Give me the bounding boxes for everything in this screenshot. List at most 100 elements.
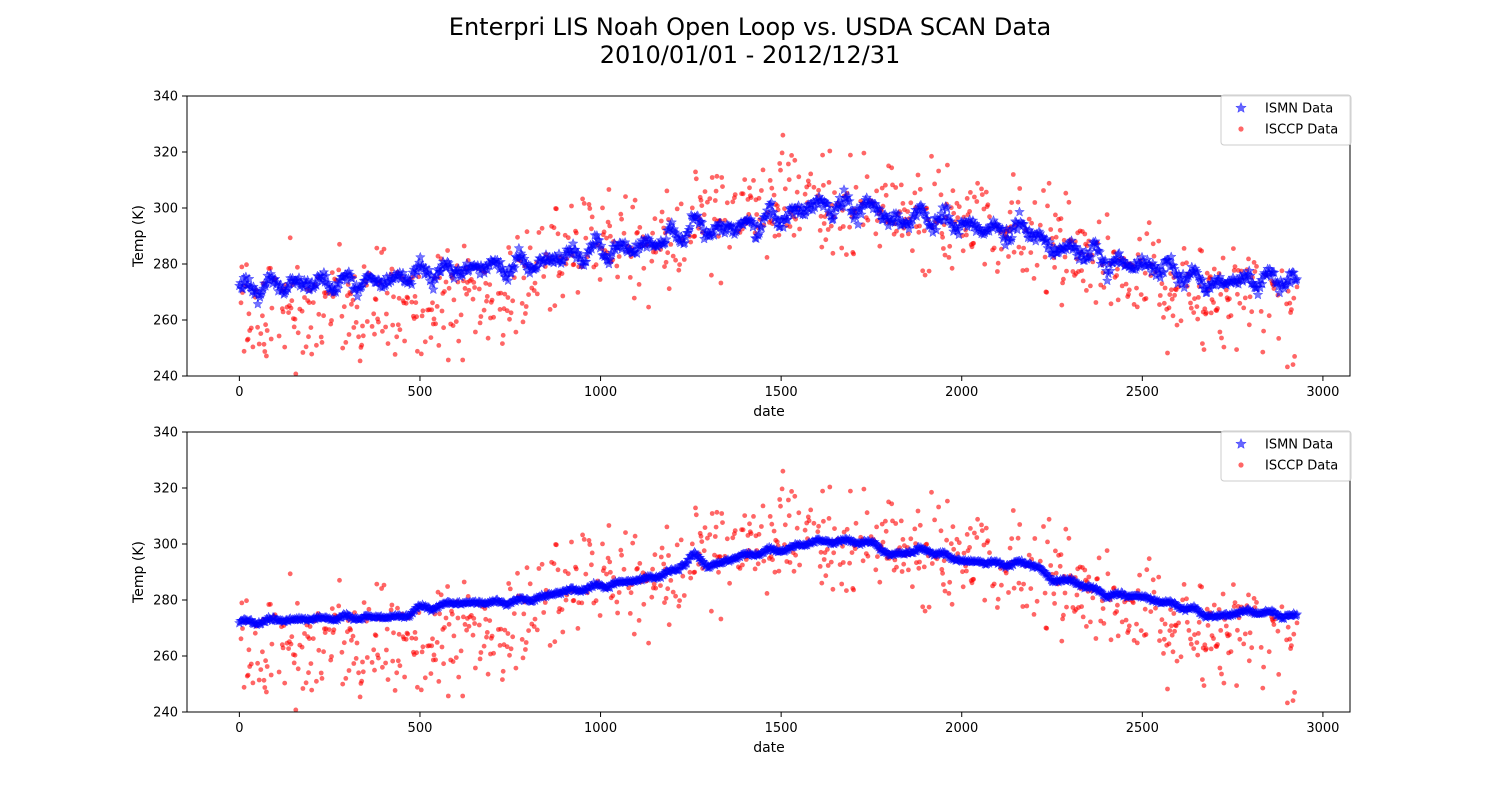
isccp-point	[873, 567, 879, 573]
isccp-point	[890, 182, 895, 188]
x-tick-label: 3000	[1306, 721, 1339, 736]
isccp-point	[264, 689, 269, 695]
isccp-point	[1021, 581, 1026, 587]
isccp-point	[631, 631, 637, 637]
isccp-point	[967, 209, 972, 214]
isccp-point	[1205, 623, 1211, 628]
isccp-point	[718, 616, 724, 622]
isccp-point	[1176, 620, 1181, 626]
isccp-point	[438, 592, 444, 598]
isccp-point	[1188, 636, 1193, 642]
isccp-point	[701, 548, 707, 554]
isccp-point	[483, 280, 489, 286]
isccp-point	[403, 636, 409, 642]
isccp-point	[1079, 604, 1084, 609]
ismn-point	[1256, 278, 1268, 289]
isccp-point	[1291, 631, 1297, 637]
isccp-point	[589, 550, 595, 556]
isccp-point	[951, 546, 957, 552]
ismn-point	[852, 218, 864, 230]
isccp-point	[742, 177, 748, 183]
isccp-point	[523, 640, 529, 645]
isccp-point	[268, 265, 273, 271]
ismn-point	[761, 204, 773, 216]
isccp-point	[1201, 683, 1207, 688]
isccp-point	[1080, 614, 1086, 620]
isccp-point	[302, 295, 307, 300]
isccp-point	[245, 336, 251, 342]
bottom-panel-ylabel: Temp (K)	[131, 541, 147, 604]
isccp-point	[394, 334, 400, 340]
isccp-point	[1159, 617, 1165, 623]
isccp-point	[260, 313, 265, 319]
isccp-point	[1123, 617, 1129, 623]
isccp-point	[942, 588, 948, 594]
isccp-point	[1221, 344, 1227, 350]
isccp-point	[476, 622, 482, 628]
isccp-point	[1086, 574, 1092, 580]
isccp-point	[864, 510, 870, 516]
isccp-point	[1276, 672, 1282, 677]
isccp-point	[756, 531, 762, 537]
isccp-point	[262, 685, 268, 690]
ismn-point	[777, 221, 789, 233]
ismn-point	[756, 222, 768, 233]
isccp-point	[917, 223, 922, 229]
isccp-point	[391, 630, 396, 636]
isccp-point	[1169, 623, 1174, 629]
isccp-point	[1260, 349, 1266, 355]
isccp-point	[995, 260, 1001, 266]
isccp-point	[954, 536, 960, 542]
isccp-point	[1271, 622, 1277, 627]
isccp-point	[526, 628, 531, 633]
isccp-point	[939, 567, 945, 572]
isccp-point	[366, 606, 372, 612]
x-tick-label: 1500	[765, 721, 798, 736]
y-tick-label: 260	[153, 314, 178, 329]
isccp-point	[539, 561, 545, 567]
isccp-point	[759, 188, 764, 193]
isccp-point	[877, 243, 883, 249]
isccp-point	[445, 248, 450, 253]
isccp-point	[616, 590, 622, 595]
isccp-point	[521, 611, 527, 617]
isccp-point	[917, 559, 922, 565]
isccp-point	[484, 294, 490, 299]
ismn-point	[619, 236, 631, 248]
isccp-point	[1026, 216, 1032, 222]
isccp-point	[945, 498, 950, 504]
isccp-point	[384, 290, 390, 296]
isccp-point	[707, 532, 713, 537]
isccp-point	[1172, 628, 1177, 634]
isccp-point	[445, 357, 451, 363]
isccp-point	[586, 202, 592, 207]
isccp-point	[926, 268, 932, 274]
isccp-point	[1242, 295, 1248, 301]
isccp-point	[1161, 636, 1167, 642]
isccp-point	[491, 314, 496, 320]
isccp-point	[471, 616, 477, 621]
isccp-point	[430, 300, 435, 306]
isccp-point	[792, 493, 798, 499]
isccp-point	[299, 308, 305, 314]
isccp-point	[1241, 641, 1247, 647]
isccp-point	[861, 486, 867, 492]
isccp-point	[349, 637, 354, 643]
isccp-point	[268, 672, 274, 678]
isccp-point	[831, 550, 837, 556]
isccp-point	[879, 185, 885, 191]
isccp-point	[630, 540, 636, 546]
ismn-series-1	[233, 533, 1303, 630]
isccp-point	[777, 497, 783, 502]
isccp-point	[502, 291, 508, 297]
isccp-point	[508, 646, 514, 652]
isccp-point	[258, 331, 264, 336]
isccp-point	[255, 660, 260, 666]
isccp-point	[1146, 220, 1152, 226]
isccp-point	[921, 228, 927, 234]
isccp-point	[681, 593, 687, 598]
isccp-point	[1191, 646, 1197, 651]
isccp-point	[256, 341, 262, 347]
isccp-point	[808, 171, 814, 177]
ismn-point	[765, 197, 777, 208]
